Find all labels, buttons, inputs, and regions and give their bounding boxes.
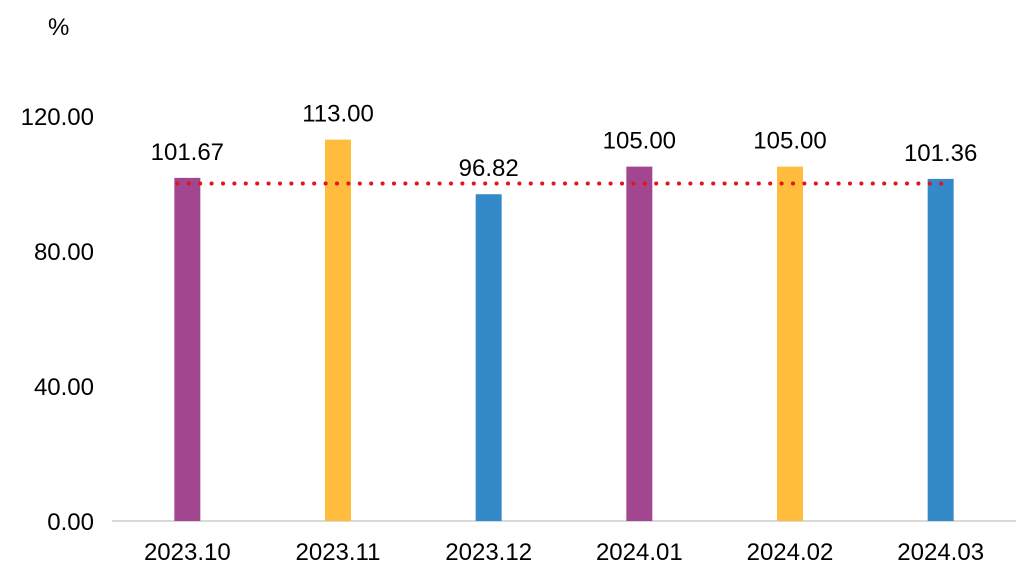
y-axis-ticks: 0.00 40.00 80.00 120.00: [21, 104, 94, 536]
bars-group: [174, 139, 954, 522]
x-tick-label: 2023.12: [445, 539, 532, 566]
bar-2024-03: [927, 178, 954, 521]
y-tick-label: 80.00: [34, 239, 94, 266]
bar-2023-10: [174, 177, 201, 521]
data-labels-group: 101.67 113.00 96.82 105.00 105.00 101.36: [151, 101, 978, 183]
data-label: 113.00: [302, 101, 374, 128]
x-tick-label: 2024.01: [596, 539, 683, 566]
x-tick-label: 2023.11: [296, 539, 381, 566]
bar-2024-01: [626, 166, 653, 521]
data-label: 101.36: [904, 140, 977, 167]
y-tick-label: 0.00: [47, 509, 94, 536]
bar-2023-11: [325, 139, 351, 521]
bar-2023-12: [475, 194, 502, 522]
x-tick-label: 2024.02: [747, 539, 834, 566]
data-label: 96.82: [459, 155, 519, 182]
y-unit-label: %: [48, 14, 69, 41]
y-tick-label: 120.00: [21, 104, 94, 131]
data-label: 105.00: [603, 128, 676, 155]
x-tick-label: 2023.10: [144, 539, 231, 566]
data-label: 101.67: [151, 139, 224, 166]
data-label: 105.00: [753, 128, 826, 155]
bar-2024-02: [777, 166, 803, 521]
y-tick-label: 40.00: [34, 374, 94, 401]
x-tick-label: 2024.03: [897, 539, 984, 566]
x-axis-ticks: 2023.10 2023.11 2023.12 2024.01 2024.02 2024.…: [144, 539, 984, 566]
